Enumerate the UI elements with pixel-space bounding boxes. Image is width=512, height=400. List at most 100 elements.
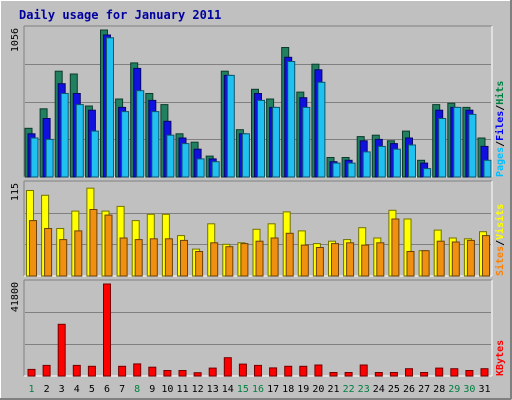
- bar-sites-day-7: [119, 237, 128, 277]
- x-tick-day-21: 21: [327, 384, 339, 395]
- bar-pages-day-2: [45, 138, 54, 178]
- bar-pages-day-19: [302, 106, 311, 178]
- x-tick-day-30: 30: [463, 384, 475, 395]
- bar-pages-day-31: [483, 159, 492, 178]
- x-tick-day-7: 7: [119, 384, 125, 395]
- bar-sites-day-3: [59, 239, 68, 277]
- bar-pages-day-3: [60, 93, 69, 178]
- x-tick-day-18: 18: [282, 384, 294, 395]
- bar-sites-day-29: [451, 241, 460, 277]
- bar-sites-day-1: [29, 220, 37, 277]
- x-tick-day-23: 23: [358, 384, 370, 395]
- bar-sites-day-19: [300, 244, 309, 277]
- legend-separator: /: [495, 141, 506, 147]
- x-tick-day-15: 15: [237, 384, 249, 395]
- bar-sites-day-30: [466, 239, 475, 277]
- bar-kbytes-day-23: [359, 364, 368, 377]
- bar-kbytes-day-1: [27, 368, 36, 377]
- bar-pages-day-18: [287, 61, 296, 178]
- x-tick-day-20: 20: [312, 384, 324, 395]
- x-axis-labels: 1 2 3 4 5 6 7 8 9 10 11 12 13 14 15 16 17 18 19 20 21 22 23 24 2…: [28, 384, 490, 395]
- panel-kbytes: 41800 KBytes: [10, 279, 506, 377]
- bar-pages-day-7: [121, 111, 130, 178]
- bar-kbytes-day-22: [344, 372, 353, 377]
- legend-separator: /: [495, 105, 506, 111]
- x-tick-day-10: 10: [161, 384, 173, 395]
- bar-kbytes-day-15: [238, 363, 247, 377]
- bar-sites-day-23: [361, 244, 370, 277]
- x-tick-day-4: 4: [74, 384, 80, 395]
- x-tick-day-22: 22: [343, 384, 355, 395]
- x-tick-day-25: 25: [388, 384, 400, 395]
- x-tick-day-14: 14: [222, 384, 234, 395]
- bar-kbytes-day-5: [87, 365, 96, 377]
- legend-item-sites: Sites: [494, 246, 506, 276]
- bar-kbytes-day-9: [148, 366, 157, 377]
- bar-sites-day-22: [346, 242, 355, 277]
- bar-kbytes-day-6: [103, 283, 111, 377]
- bar-sites-day-20: [315, 247, 324, 277]
- x-tick-day-27: 27: [418, 384, 430, 395]
- x-tick-day-31: 31: [478, 384, 490, 395]
- bar-pages-day-22: [347, 162, 356, 178]
- x-tick-day-24: 24: [373, 384, 385, 395]
- bar-sites-day-27: [421, 250, 430, 277]
- bar-pages-day-12: [196, 158, 205, 178]
- x-tick-day-26: 26: [403, 384, 415, 395]
- bar-pages-day-1: [30, 137, 39, 178]
- legend-separator: /: [495, 240, 506, 246]
- y-max-label: 115: [10, 183, 21, 201]
- bar-sites-day-18: [285, 232, 294, 277]
- bar-pages-day-21: [332, 162, 341, 178]
- x-tick-day-2: 2: [44, 384, 50, 395]
- series-sites: [29, 209, 490, 277]
- bar-kbytes-day-16: [254, 364, 262, 377]
- bar-pages-day-11: [181, 143, 190, 178]
- chart-panels: 1056Pages/Files/Hits115Sites/Visits41800…: [10, 25, 506, 377]
- bar-pages-day-25: [392, 148, 401, 178]
- bar-sites-day-25: [391, 218, 400, 277]
- bar-pages-day-24: [377, 145, 386, 178]
- bar-pages-day-13: [211, 161, 220, 178]
- bar-sites-day-14: [225, 246, 234, 277]
- bar-kbytes-day-2: [42, 364, 51, 377]
- chart-title: Daily usage for January 2011: [19, 8, 221, 22]
- legend-item-files: Files: [494, 111, 506, 141]
- bar-kbytes-day-18: [284, 365, 293, 377]
- bar-pages-day-17: [272, 106, 281, 178]
- series-pages: [30, 37, 492, 178]
- bar-sites-day-2: [44, 228, 53, 277]
- x-tick-day-12: 12: [192, 384, 204, 395]
- legend-item-hits: Hits: [494, 81, 506, 105]
- bar-sites-day-9: [149, 238, 158, 277]
- series-kbytes: [27, 283, 489, 377]
- bar-kbytes-day-19: [299, 365, 308, 377]
- x-tick-day-13: 13: [207, 384, 219, 395]
- bar-kbytes-day-3: [57, 323, 66, 377]
- bar-sites-day-12: [195, 251, 204, 277]
- x-tick-day-8: 8: [134, 384, 140, 395]
- x-tick-day-3: 3: [59, 384, 65, 395]
- bar-kbytes-day-11: [178, 370, 187, 377]
- bar-kbytes-day-10: [163, 370, 172, 377]
- bar-sites-day-13: [210, 242, 219, 277]
- legend-pages-files-hits: Pages/Files/Hits: [494, 81, 506, 177]
- x-tick-day-1: 1: [28, 384, 34, 395]
- panel-visits-sites: 115 Sites/Visits: [10, 180, 506, 277]
- bar-sites-day-11: [180, 239, 188, 277]
- bar-kbytes-day-29: [450, 368, 459, 377]
- x-tick-day-17: 17: [267, 384, 279, 395]
- bar-kbytes-day-4: [72, 364, 81, 377]
- bar-kbytes-day-17: [269, 367, 278, 377]
- bar-kbytes-day-30: [465, 370, 474, 377]
- y-max-label: 41800: [10, 282, 21, 312]
- bar-pages-day-10: [166, 134, 175, 178]
- x-tick-day-16: 16: [252, 384, 264, 395]
- bar-kbytes-day-13: [208, 367, 217, 377]
- bar-sites-day-10: [164, 238, 173, 277]
- bar-pages-day-27: [423, 168, 432, 178]
- x-tick-day-29: 29: [448, 384, 460, 395]
